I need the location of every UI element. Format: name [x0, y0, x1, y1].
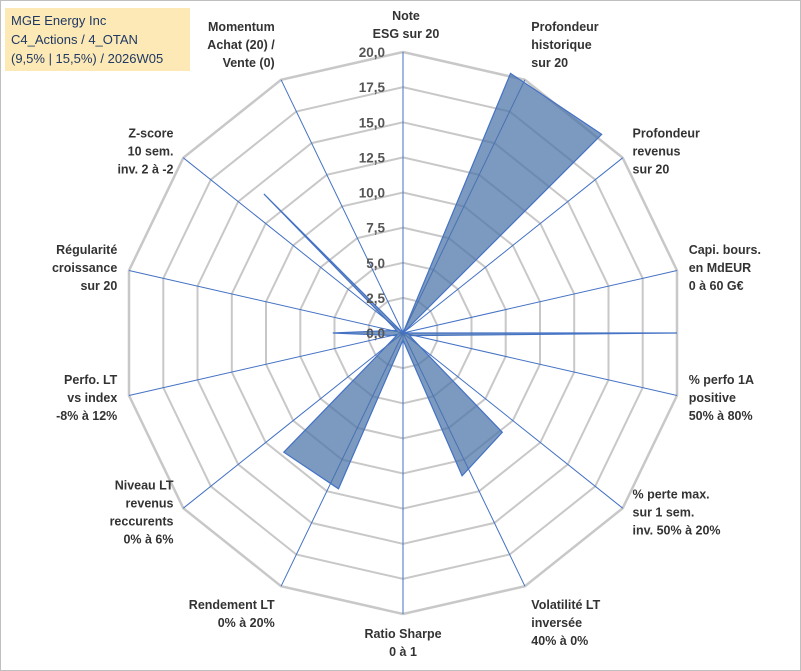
- axis-spoke: [402, 332, 678, 396]
- parameters-label: (9,5% | 15,5%) / 2026W05: [11, 51, 164, 66]
- axis-label: -8% à 12%: [56, 409, 117, 423]
- data-point: [676, 332, 678, 334]
- axis-label: 0% à 20%: [218, 616, 275, 630]
- data-point: [461, 475, 463, 477]
- axis-label: Niveau LT: [115, 478, 174, 492]
- axis-label: Note: [392, 9, 420, 23]
- series-area: [263, 72, 678, 490]
- axis-label: revenus: [633, 145, 681, 159]
- axis-spoke: [182, 332, 404, 509]
- axis-label: Capi. bours.: [689, 243, 761, 257]
- data-point: [402, 339, 404, 341]
- axis-spoke: [280, 79, 404, 334]
- axis-label: Z-score: [128, 127, 173, 141]
- axis-label: Régularité: [56, 243, 117, 257]
- data-point: [501, 431, 503, 433]
- axis-label: 50% à 80%: [689, 409, 753, 423]
- tick-label: 12,5: [359, 150, 386, 165]
- axis-label: 0 à 1: [389, 645, 417, 659]
- tick-label: 20,0: [359, 45, 385, 60]
- axis-label: inv. 50% à 20%: [633, 523, 721, 537]
- tick-label: 0,0: [366, 326, 385, 341]
- tick-label: 15,0: [359, 115, 385, 130]
- axis-label: croissance: [52, 261, 117, 275]
- tick-label: 2,5: [366, 291, 385, 306]
- axis-label: en MdEUR: [689, 261, 752, 275]
- axis-label: Profondeur: [531, 20, 598, 34]
- tick-label: 17,5: [359, 80, 386, 95]
- axis-label: vs index: [67, 391, 117, 405]
- axis-spoke: [128, 332, 404, 396]
- axis-label: revenus: [126, 496, 174, 510]
- axis-label: Rendement LT: [189, 598, 275, 612]
- data-point: [337, 488, 339, 490]
- axis-label: 0% à 6%: [123, 532, 173, 546]
- tick-label: 7,5: [366, 221, 385, 236]
- data-point: [332, 332, 334, 334]
- axis-label: Volatilité LT: [531, 598, 600, 612]
- axis-label: sur 20: [531, 56, 568, 70]
- data-point: [601, 133, 603, 135]
- axis-label: Vente (0): [223, 56, 275, 70]
- tick-label: 10,0: [359, 186, 385, 201]
- data-point: [263, 193, 265, 195]
- axis-label: positive: [689, 391, 736, 405]
- axis-label: 40% à 0%: [531, 634, 588, 648]
- axis-label: Momentum: [208, 20, 275, 34]
- axis-label: historique: [531, 38, 591, 52]
- axis-label: sur 20: [633, 163, 670, 177]
- axis-spoke: [402, 270, 678, 334]
- axis-label: Achat (20) /: [207, 38, 275, 52]
- axis-label: Perfo. LT: [64, 373, 118, 387]
- axis-label: inv. 2 à -2: [117, 163, 173, 177]
- axis-label: sur 1 sem.: [633, 505, 695, 519]
- axis-spoke: [182, 157, 404, 334]
- data-point: [395, 335, 397, 337]
- data-point: [395, 329, 397, 331]
- axis-label: % perte max.: [633, 487, 710, 501]
- info-box: MGE Energy Inc C4_Actions / 4_OTAN (9,5%…: [5, 8, 190, 71]
- axis-spoke: [402, 157, 624, 334]
- axis-label: ESG sur 20: [373, 27, 440, 41]
- axis-label: sur 20: [80, 279, 117, 293]
- axis-label: inversée: [531, 616, 582, 630]
- data-point: [283, 451, 285, 453]
- company-name: MGE Energy Inc: [11, 13, 107, 28]
- data-point: [402, 332, 404, 334]
- axis-label: 0 à 60 G€: [689, 279, 744, 293]
- axis-label: reccurents: [110, 514, 174, 528]
- axis-spoke: [128, 270, 404, 334]
- axis-label: 10 sem.: [128, 145, 174, 159]
- data-point: [509, 72, 511, 74]
- portfolio-label: C4_Actions / 4_OTAN: [11, 32, 138, 47]
- data-point: [408, 335, 410, 337]
- axis-label: Ratio Sharpe: [364, 627, 441, 641]
- axis-spoke: [402, 332, 624, 509]
- axis-label: Profondeur: [633, 127, 700, 141]
- tick-label: 5,0: [366, 256, 385, 271]
- axis-label: % perfo 1A: [689, 373, 754, 387]
